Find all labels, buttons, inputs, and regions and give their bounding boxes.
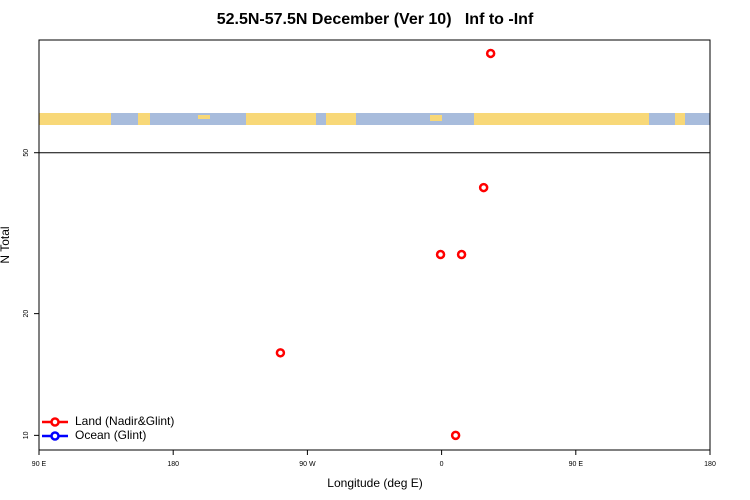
point: [435, 249, 446, 260]
point: [485, 48, 496, 59]
x-tick-label: 180: [167, 461, 179, 468]
y-tick-label: 10: [23, 431, 30, 439]
x-tick-label: 0: [440, 461, 444, 468]
point: [456, 249, 467, 260]
point: [478, 182, 489, 193]
chart-title: 52.5N-57.5N December (Ver 10) Inf to -In…: [217, 11, 534, 28]
y-tick-label: 50: [23, 149, 30, 157]
y-axis-label: N Total: [0, 226, 12, 263]
x-tick-label: 90 W: [299, 461, 316, 468]
legend-label: Ocean (Glint): [75, 428, 146, 442]
plot-frame: [38, 39, 711, 451]
legend-marker: [50, 417, 60, 427]
x-tick-label: 90 E: [32, 461, 47, 468]
legend-label: Land (Nadir&Glint): [75, 414, 174, 428]
point: [450, 430, 461, 441]
x-axis-label: Longitude (deg E): [327, 476, 422, 490]
y-tick-label: 20: [23, 310, 30, 318]
map-strip: [39, 113, 710, 125]
legend-marker: [50, 431, 60, 441]
point: [275, 348, 286, 358]
x-tick-label: 180: [704, 461, 716, 468]
x-tick-label: 90 E: [569, 461, 584, 468]
